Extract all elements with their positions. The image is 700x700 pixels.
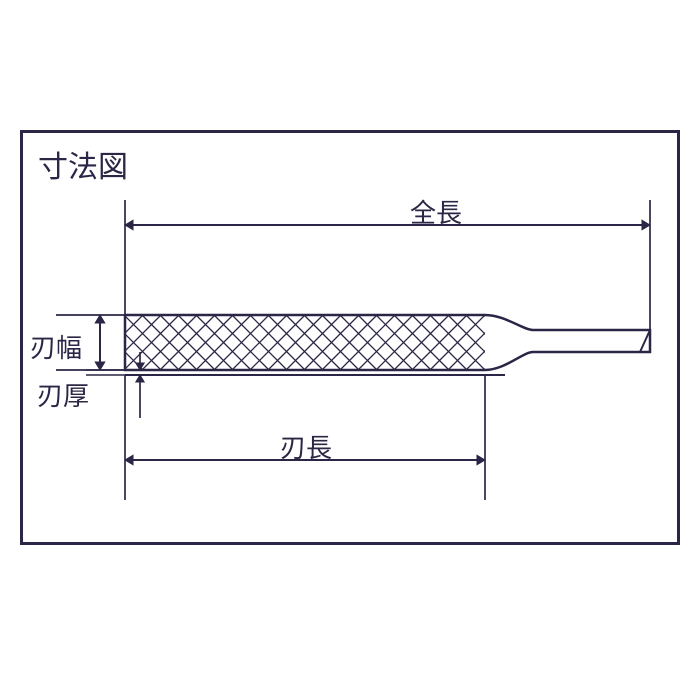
dimension-drawing <box>0 0 700 700</box>
label-blade-length: 刃長 <box>280 428 332 465</box>
label-blade-thickness: 刃厚 <box>37 376 89 413</box>
label-overall-length: 全長 <box>410 193 462 230</box>
label-blade-width: 刃幅 <box>30 328 82 365</box>
